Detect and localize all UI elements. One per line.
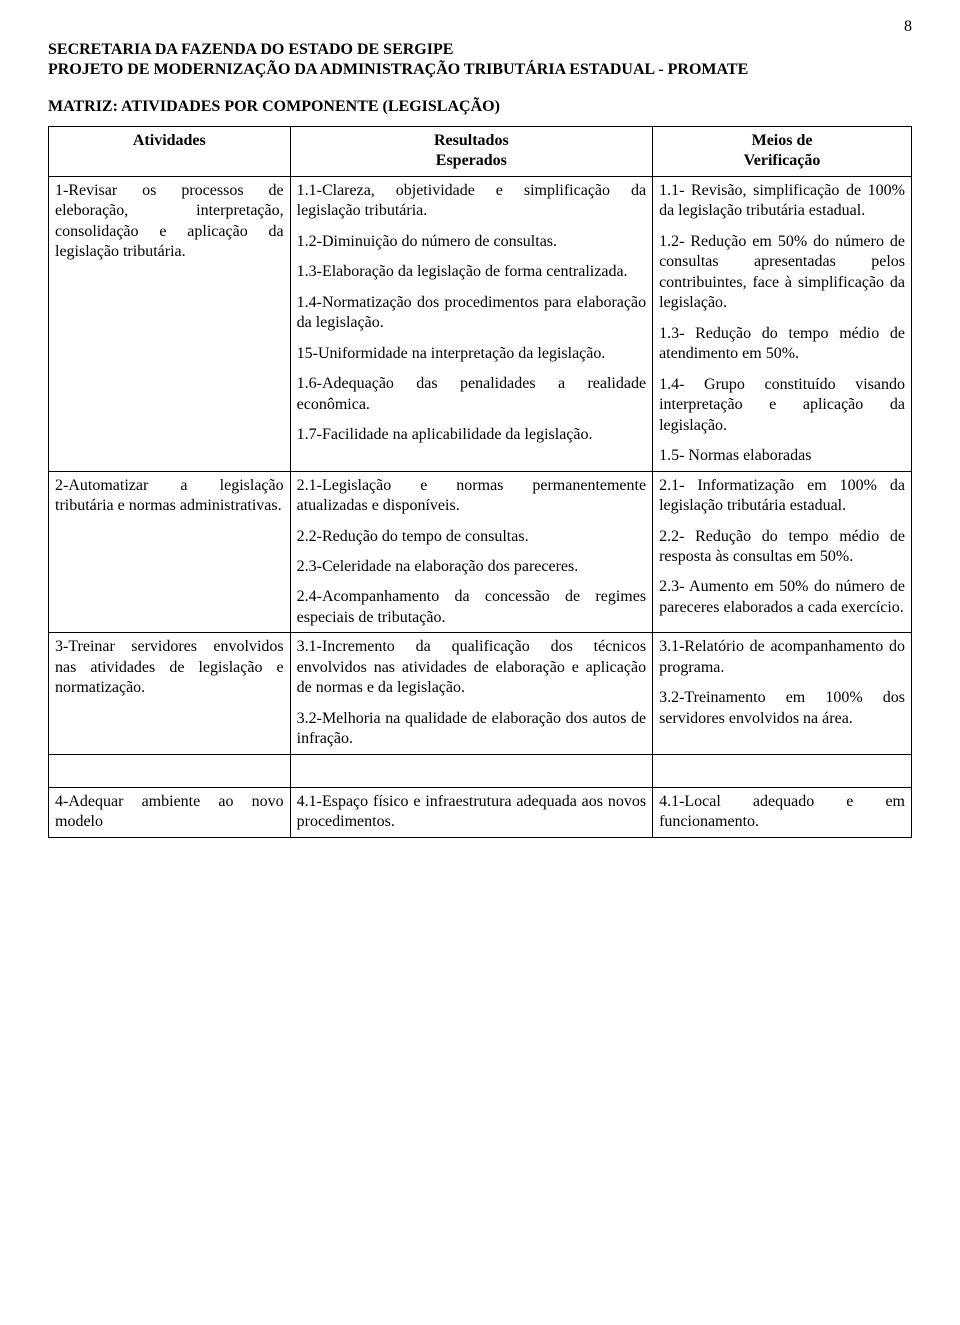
activity-cell: 2-Automatizar a legislação tributária e … [49, 471, 291, 633]
result-item: 4.1-Espaço físico e infraestrutura adequ… [297, 792, 646, 833]
table-row: 3-Treinar servidores envolvidos nas ativ… [49, 633, 912, 754]
results-cell: 3.1-Incremento da qualificação dos técni… [290, 633, 652, 754]
means-item: 2.2- Redução do tempo médio de resposta … [659, 527, 905, 568]
result-item: 2.2-Redução do tempo de consultas. [297, 527, 646, 547]
results-cell: 4.1-Espaço físico e infraestrutura adequ… [290, 787, 652, 837]
spacer-cell [653, 754, 912, 787]
activity-cell: 4-Adequar ambiente ao novo modelo [49, 787, 291, 837]
means-cell: 4.1-Local adequado e em funcionamento. [653, 787, 912, 837]
col-header-results: Resultados Esperados [290, 127, 652, 177]
activity-cell: 3-Treinar servidores envolvidos nas ativ… [49, 633, 291, 754]
means-item: 1.4- Grupo constituído visando interpret… [659, 375, 905, 436]
activity-text: 4-Adequar ambiente ao novo modelo [55, 792, 284, 833]
result-item: 2.3-Celeridade na elaboração dos parecer… [297, 557, 646, 577]
result-item: 3.1-Incremento da qualificação dos técni… [297, 637, 646, 698]
activity-text: 3-Treinar servidores envolvidos nas ativ… [55, 637, 284, 698]
result-item: 1.3-Elaboração da legislação de forma ce… [297, 262, 646, 282]
table-row: 1-Revisar os processos de eleboração, in… [49, 176, 912, 471]
result-item: 15-Uniformidade na interpretação da legi… [297, 344, 646, 364]
result-item: 1.1-Clareza, objetividade e simplificaçã… [297, 181, 646, 222]
means-item: 1.3- Redução do tempo médio de atendimen… [659, 324, 905, 365]
means-item: 4.1-Local adequado e em funcionamento. [659, 792, 905, 833]
matrix-table: Atividades Resultados Esperados Meios de… [48, 126, 912, 838]
result-item: 3.2-Melhoria na qualidade de elaboração … [297, 709, 646, 750]
means-item: 1.5- Normas elaboradas [659, 446, 905, 466]
means-item: 3.1-Relatório de acompanhamento do progr… [659, 637, 905, 678]
col-header-results-l1: Resultados [434, 132, 509, 149]
result-item: 2.1-Legislação e normas permanentemente … [297, 476, 646, 517]
result-item: 2.4-Acompanhamento da concessão de regim… [297, 587, 646, 628]
spacer-cell [49, 754, 291, 787]
means-item: 1.1- Revisão, simplificação de 100% da l… [659, 181, 905, 222]
col-header-activities: Atividades [49, 127, 291, 177]
means-item: 2.3- Aumento em 50% do número de parecer… [659, 577, 905, 618]
table-row: 4-Adequar ambiente ao novo modelo 4.1-Es… [49, 787, 912, 837]
col-header-results-l2: Esperados [436, 152, 507, 169]
means-item: 1.2- Redução em 50% do número de consult… [659, 232, 905, 314]
means-item: 3.2-Treinamento em 100% dos servidores e… [659, 688, 905, 729]
means-item: 2.1- Informatização em 100% da legislaçã… [659, 476, 905, 517]
table-header-row: Atividades Resultados Esperados Meios de… [49, 127, 912, 177]
means-cell: 2.1- Informatização em 100% da legislaçã… [653, 471, 912, 633]
result-item: 1.2-Diminuição do número de consultas. [297, 232, 646, 252]
activity-cell: 1-Revisar os processos de eleboração, in… [49, 176, 291, 471]
spacer-cell [290, 754, 652, 787]
activity-text: 1-Revisar os processos de eleboração, in… [55, 181, 284, 263]
header-line-2: PROJETO DE MODERNIZAÇÃO DA ADMINISTRAÇÃO… [48, 60, 912, 80]
col-header-means-l2: Verificação [744, 152, 821, 169]
col-header-means: Meios de Verificação [653, 127, 912, 177]
means-cell: 1.1- Revisão, simplificação de 100% da l… [653, 176, 912, 471]
matrix-title: MATRIZ: ATIVIDADES POR COMPONENTE (LEGIS… [48, 98, 912, 116]
table-row: 2-Automatizar a legislação tributária e … [49, 471, 912, 633]
page-number: 8 [904, 18, 912, 36]
col-header-means-l1: Meios de [752, 132, 813, 149]
results-cell: 2.1-Legislação e normas permanentemente … [290, 471, 652, 633]
document-header: SECRETARIA DA FAZENDA DO ESTADO DE SERGI… [48, 40, 912, 80]
activity-text: 2-Automatizar a legislação tributária e … [55, 476, 284, 517]
spacer-row [49, 754, 912, 787]
result-item: 1.4-Normatização dos procedimentos para … [297, 293, 646, 334]
results-cell: 1.1-Clareza, objetividade e simplificaçã… [290, 176, 652, 471]
result-item: 1.7-Facilidade na aplicabilidade da legi… [297, 425, 646, 445]
means-cell: 3.1-Relatório de acompanhamento do progr… [653, 633, 912, 754]
result-item: 1.6-Adequação das penalidades a realidad… [297, 374, 646, 415]
header-line-1: SECRETARIA DA FAZENDA DO ESTADO DE SERGI… [48, 40, 912, 60]
